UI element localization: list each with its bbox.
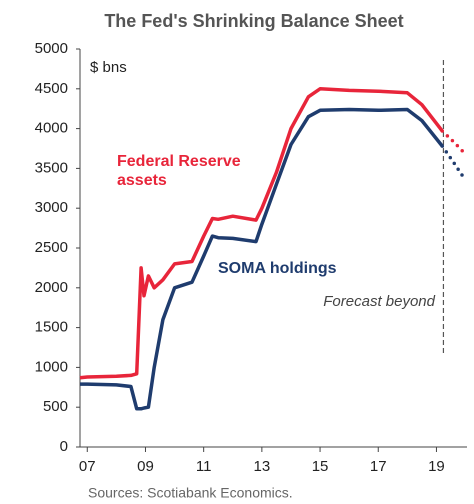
x-tick-label: 17 bbox=[370, 458, 387, 475]
series-label: Federal Reserve assets bbox=[117, 153, 241, 189]
x-tick-label: 13 bbox=[254, 458, 271, 475]
chart-title: The Fed's Shrinking Balance Sheet bbox=[104, 11, 403, 31]
y-tick-label: 0 bbox=[60, 438, 68, 455]
x-tick-label: 11 bbox=[196, 458, 212, 475]
series-line bbox=[79, 87, 444, 380]
y-tick-label: 3000 bbox=[35, 199, 68, 216]
y-tick-label: 1500 bbox=[35, 319, 68, 336]
unit-label: $ bns bbox=[90, 59, 127, 76]
forecast-line bbox=[440, 129, 468, 156]
forecast-line bbox=[440, 144, 468, 183]
y-tick-label: 4000 bbox=[35, 120, 68, 137]
y-tick-label: 5000 bbox=[35, 40, 68, 57]
x-tick-label: 09 bbox=[137, 458, 154, 475]
y-tick-label: 1000 bbox=[35, 358, 68, 375]
x-tick-label: 15 bbox=[312, 458, 329, 475]
series-line bbox=[80, 107, 444, 411]
x-tick-label: 19 bbox=[428, 458, 445, 475]
y-tick-label: 3500 bbox=[35, 159, 68, 176]
forecast-label: Forecast beyond bbox=[323, 293, 435, 310]
y-tick-label: 4500 bbox=[35, 80, 68, 97]
series-label: SOMA holdings bbox=[218, 260, 337, 277]
y-tick-label: 500 bbox=[43, 398, 68, 415]
y-tick-label: 2000 bbox=[35, 279, 68, 296]
source: Sources: Scotiabank Economics. bbox=[88, 485, 293, 501]
y-tick-label: 2500 bbox=[35, 239, 68, 256]
x-tick-label: 07 bbox=[79, 458, 96, 475]
